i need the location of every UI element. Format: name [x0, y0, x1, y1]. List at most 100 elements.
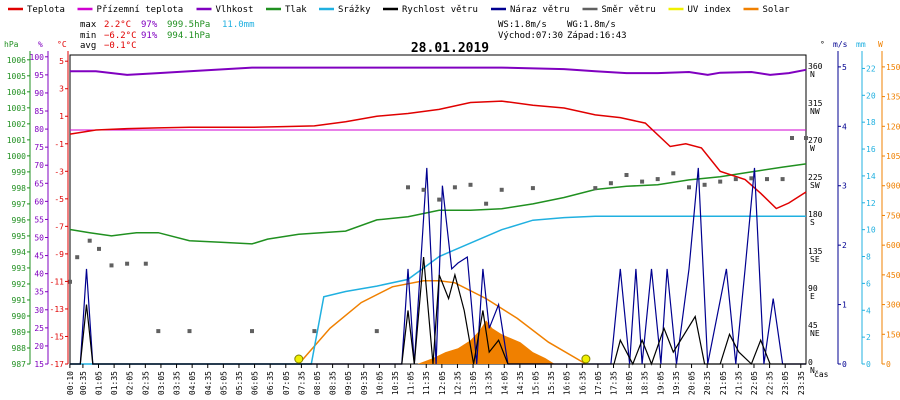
x-tick-label-28: 14:05 — [500, 371, 509, 395]
x-tick-label-18: 09:05 — [344, 371, 353, 395]
c-tick-label-5: -5 — [54, 195, 64, 204]
hpa-tick-label-15: 991 — [12, 296, 27, 305]
pct-tick-label-1: 95 — [34, 71, 44, 80]
x-tick-label-37: 18:35 — [641, 371, 650, 395]
wind-dir-point-10 — [312, 329, 317, 334]
hpa-tick-label-7: 999 — [12, 168, 27, 177]
c-tick-label-3: -1 — [54, 140, 64, 149]
deg-tick-label-3: 225 — [808, 173, 823, 182]
x-tick-label-34: 17:05 — [594, 371, 603, 395]
w-tick-label-2: 1200 — [886, 122, 900, 131]
min-hum: 91% — [141, 31, 158, 41]
mm-tick-label-0: 22 — [866, 64, 876, 73]
hpa-tick-label-8: 998 — [12, 184, 27, 193]
mm-tick-label-2: 18 — [866, 118, 876, 127]
x-tick-label-1: 00:35 — [79, 371, 88, 395]
wind-dir-point-9 — [250, 329, 254, 334]
ms-tick-label-0: 5 — [842, 63, 847, 72]
x-tick-label-23: 11:35 — [422, 371, 431, 395]
ms-tick-label-4: 1 — [842, 301, 847, 310]
wind-dir-point-4 — [109, 263, 114, 268]
wind-dir-point-15 — [452, 185, 457, 190]
wind-dir-point-5 — [125, 261, 130, 266]
c-tick-label-7: -9 — [54, 250, 64, 259]
hpa-tick-label-3: 1003 — [7, 104, 26, 113]
temperature-line — [69, 100, 807, 210]
x-tick-label-35: 17:35 — [610, 371, 619, 395]
x-tick-label-47: 23:35 — [797, 371, 806, 395]
avg-label: avg — [80, 41, 96, 51]
x-tick-label-36: 18:05 — [625, 371, 634, 395]
w-tick-label-10: 0 — [886, 360, 891, 369]
max-press: 999.5hPa — [167, 20, 210, 30]
pct-tick-label-3: 85 — [34, 107, 44, 116]
wind-dir-point-17 — [484, 201, 489, 206]
dir-label-4: S — [810, 218, 815, 227]
x-tick-label-15: 07:35 — [297, 371, 306, 395]
hpa-tick-label-1: 1005 — [7, 72, 26, 81]
dir-label-7: NE — [810, 329, 820, 338]
pct-tick-label-2: 90 — [34, 89, 44, 98]
c-tick-label-1: 3 — [59, 85, 64, 94]
wind-dir-point-12 — [406, 185, 410, 190]
hpa-tick-label-0: 1006 — [7, 56, 26, 65]
wind-dir-point-13 — [421, 187, 426, 192]
hpa-tick-label-19: 987 — [12, 360, 27, 369]
mm-tick-label-7: 8 — [866, 253, 871, 262]
solar-measured-area — [417, 320, 555, 364]
deg-tick-label-8: 0 — [808, 358, 813, 367]
humidity-line — [70, 66, 807, 76]
sunrise-stat: Východ:07:30 — [498, 31, 563, 41]
wind-dir-point-24 — [655, 177, 660, 182]
wind-dir-point-32 — [780, 177, 785, 182]
pct-tick-label-9: 55 — [34, 215, 44, 224]
wind-dir-point-29 — [733, 177, 738, 182]
deg-tick-label-6: 90 — [808, 284, 818, 293]
c-unit: °C — [57, 40, 67, 49]
wind-dir-point-31 — [765, 177, 769, 182]
max-label: max — [80, 20, 97, 30]
hpa-tick-label-9: 997 — [12, 200, 27, 209]
pct-tick-label-8: 60 — [34, 197, 44, 206]
wind-speed-stat: WS:1.8m/s — [498, 20, 547, 30]
wind-dir-point-19 — [530, 186, 535, 191]
pct-tick-label-16: 20 — [34, 342, 44, 351]
c-tick-label-11: -17 — [50, 360, 65, 369]
c-tick-label-6: -7 — [54, 222, 64, 231]
x-tick-label-11: 05:35 — [235, 371, 244, 395]
c-tick-label-9: -13 — [50, 305, 65, 314]
x-tick-label-0: 00:10 — [66, 371, 75, 395]
hpa-tick-label-6: 1000 — [7, 152, 26, 161]
legend-label-3: Tlak — [285, 5, 307, 15]
x-tick-label-22: 11:05 — [407, 371, 416, 395]
x-tick-label-38: 19:05 — [656, 371, 665, 395]
x-tick-label-13: 06:35 — [266, 371, 275, 395]
w-tick-label-8: 300 — [886, 301, 900, 310]
wind-dir-point-21 — [608, 181, 613, 186]
x-tick-label-45: 22:35 — [766, 371, 775, 395]
legend-label-9: Solar — [763, 5, 791, 15]
x-tick-label-42: 21:05 — [719, 371, 728, 395]
x-tick-label-33: 16:35 — [578, 371, 587, 395]
c-tick-label-10: -15 — [50, 332, 65, 341]
max-rain: 11.0mm — [222, 20, 255, 30]
wind-dir-point-27 — [702, 182, 707, 187]
legend-label-0: Teplota — [27, 5, 65, 15]
hpa-tick-label-5: 1001 — [7, 136, 26, 145]
x-tick-label-40: 20:05 — [688, 371, 697, 395]
pct-unit: % — [38, 40, 43, 49]
wind-dir-point-14 — [437, 197, 442, 202]
mm-tick-label-4: 14 — [866, 172, 876, 181]
dir-label-2: W — [810, 144, 815, 153]
wind-gust-line — [70, 167, 806, 365]
dir-label-3: SW — [810, 181, 820, 190]
x-tick-label-2: 01:05 — [95, 371, 104, 395]
w-tick-label-6: 600 — [886, 241, 900, 250]
x-tick-label-44: 22:05 — [750, 371, 759, 395]
wind-dir-point-6 — [143, 261, 148, 266]
legend-label-6: Náraz větru — [510, 5, 570, 15]
c-tick-label-2: 1 — [59, 112, 64, 121]
axis-units: hPa % °C ° m/s mm W čas — [4, 40, 883, 379]
pct-tick-label-12: 40 — [34, 270, 44, 279]
solar-line — [298, 280, 587, 365]
